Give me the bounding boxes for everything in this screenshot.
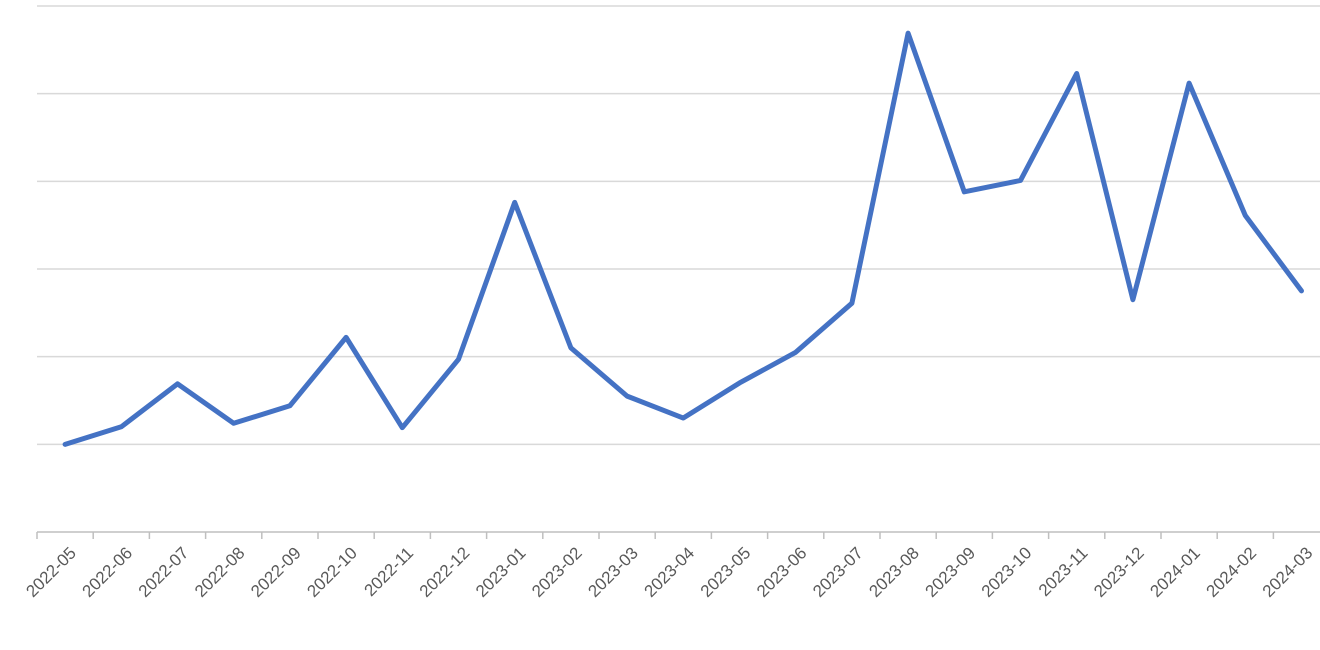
x-tick-label: 2022-12 — [416, 543, 474, 601]
x-tick-label: 2022-08 — [191, 543, 249, 601]
x-tick-label: 2023-04 — [641, 543, 699, 601]
x-tick-label: 2022-05 — [22, 543, 80, 601]
x-tick-label: 2022-10 — [303, 543, 361, 601]
x-tick-label: 2023-12 — [1090, 543, 1148, 601]
x-tick-label: 2022-09 — [247, 543, 305, 601]
x-tick-label: 2024-02 — [1203, 543, 1261, 601]
x-tick-label: 2023-11 — [1035, 543, 1092, 600]
x-tick-label: 2023-07 — [809, 543, 867, 601]
x-tick-label: 2022-06 — [79, 543, 137, 601]
x-tick-label: 2024-03 — [1259, 543, 1317, 601]
x-tick-label: 2023-10 — [978, 543, 1036, 601]
x-tick-label: 2023-05 — [697, 543, 755, 601]
x-tick-label: 2023-09 — [922, 543, 980, 601]
x-tick-label: 2023-03 — [584, 543, 642, 601]
x-tick-label: 2022-07 — [135, 543, 193, 601]
x-tick-label: 2023-02 — [528, 543, 586, 601]
x-tick-label: 2022-11 — [360, 543, 417, 600]
x-tick-label: 2023-01 — [472, 543, 530, 601]
x-tick-label: 2024-01 — [1146, 543, 1204, 601]
x-tick-label: 2023-06 — [753, 543, 811, 601]
data-line — [62, 30, 1304, 447]
x-tick-label: 2023-08 — [865, 543, 923, 601]
